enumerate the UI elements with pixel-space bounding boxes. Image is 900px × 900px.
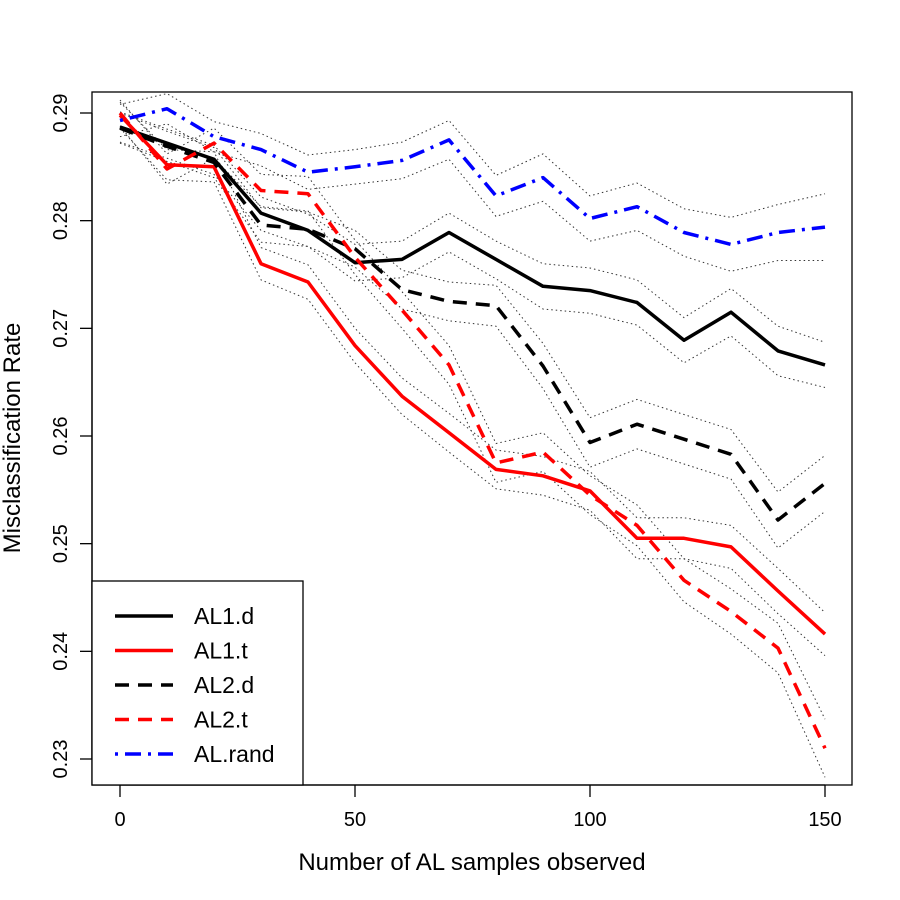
- x-tick-label: 150: [808, 809, 841, 831]
- legend-label: AL.rand: [194, 741, 275, 767]
- series-2-band-upper: [119, 101, 826, 613]
- y-tick-label: 0.27: [50, 309, 72, 348]
- y-tick-label: 0.23: [50, 740, 72, 779]
- legend: AL1.d AL1.t AL2.d AL2.t AL.rand: [91, 580, 304, 786]
- y-axis: 0.23 0.24 0.25 0.26 0.27 0.28 0.29: [50, 94, 93, 779]
- y-axis-title: Misclassification Rate: [0, 323, 26, 554]
- series-line-5: [119, 106, 826, 247]
- series-line-2: [118, 113, 827, 636]
- series-2-band-lower: [119, 127, 826, 656]
- x-tick-label: 50: [344, 809, 366, 831]
- legend-items: AL1.d AL1.t AL2.d AL2.t AL.rand: [115, 603, 275, 767]
- x-tick-label: 100: [573, 809, 606, 831]
- series-4-band-upper: [119, 99, 826, 720]
- series-3-band-lower: [119, 142, 826, 549]
- series-line-4: [118, 111, 827, 749]
- y-tick-label: 0.26: [50, 417, 72, 456]
- legend-label: AL2.t: [194, 707, 248, 733]
- series-line-3: [119, 126, 827, 522]
- x-tick-label: 0: [114, 809, 125, 831]
- confidence-bands: [119, 93, 826, 778]
- legend-label: AL1.t: [194, 638, 248, 664]
- x-axis: 0 50 100 150: [114, 784, 842, 831]
- x-axis-title: Number of AL samples observed: [298, 849, 645, 876]
- series-4-band-lower: [119, 125, 826, 778]
- series-1-band-lower: [119, 141, 826, 388]
- y-tick-label: 0.25: [50, 524, 72, 563]
- series-1-band-upper: [119, 111, 826, 343]
- legend-label: AL1.d: [194, 603, 254, 629]
- y-tick-label: 0.24: [50, 632, 72, 671]
- y-tick-label: 0.28: [50, 201, 72, 240]
- series-line-1: [119, 125, 826, 367]
- series-lines: [118, 106, 827, 749]
- y-tick-label: 0.29: [50, 94, 72, 133]
- series-5-band-lower: [119, 123, 825, 272]
- legend-label: AL2.d: [194, 672, 254, 698]
- series-5-band-upper: [119, 93, 826, 218]
